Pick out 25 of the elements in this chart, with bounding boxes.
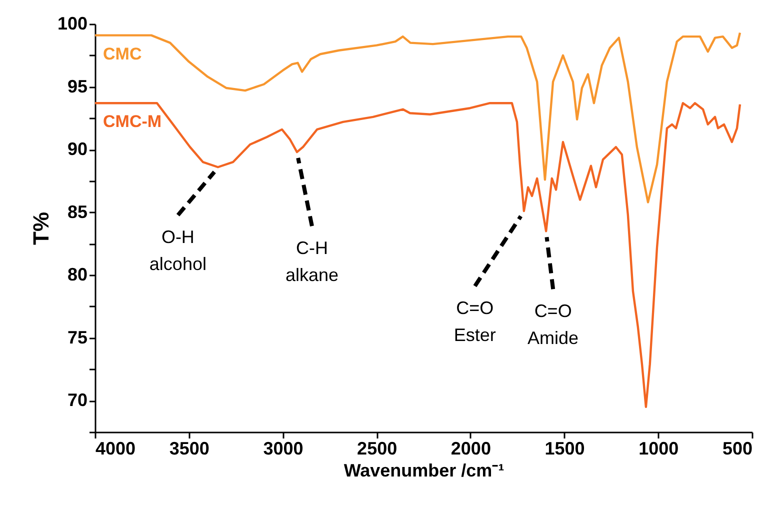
y-tick-label: 100 <box>57 14 88 34</box>
y-tick-label: 95 <box>67 76 88 96</box>
y-tick-label: 70 <box>67 390 88 410</box>
series-label: CMC <box>103 44 142 64</box>
line-series <box>94 102 742 408</box>
y-tick-label: 80 <box>67 264 88 285</box>
annotation: O-H alcohol <box>149 227 206 274</box>
line-series <box>94 32 742 204</box>
x-tick-label: 3500 <box>169 438 210 458</box>
x-tick-label: 1500 <box>544 438 585 458</box>
annotation: C=O Amide <box>528 301 579 348</box>
y-tick-label: 85 <box>67 202 88 222</box>
x-tick-label: 4000 <box>96 438 136 458</box>
x-tick-label: 3000 <box>263 438 304 458</box>
y-axis-title: T% <box>28 212 54 245</box>
x-tick-label: 2000 <box>450 438 491 458</box>
y-tick-label: 75 <box>67 327 88 348</box>
x-tick-label: 2500 <box>357 438 398 458</box>
y-tick-label: 90 <box>67 139 88 160</box>
x-tick-label: 1000 <box>638 438 679 458</box>
x-axis-title: Wavenumber /cm⁻¹ <box>344 460 504 480</box>
x-tick-label: 500 <box>722 438 752 458</box>
annotation: C=O Ester <box>454 298 496 346</box>
series-label: CMC-M <box>103 112 162 132</box>
annotation: C-H alkane <box>285 238 339 286</box>
